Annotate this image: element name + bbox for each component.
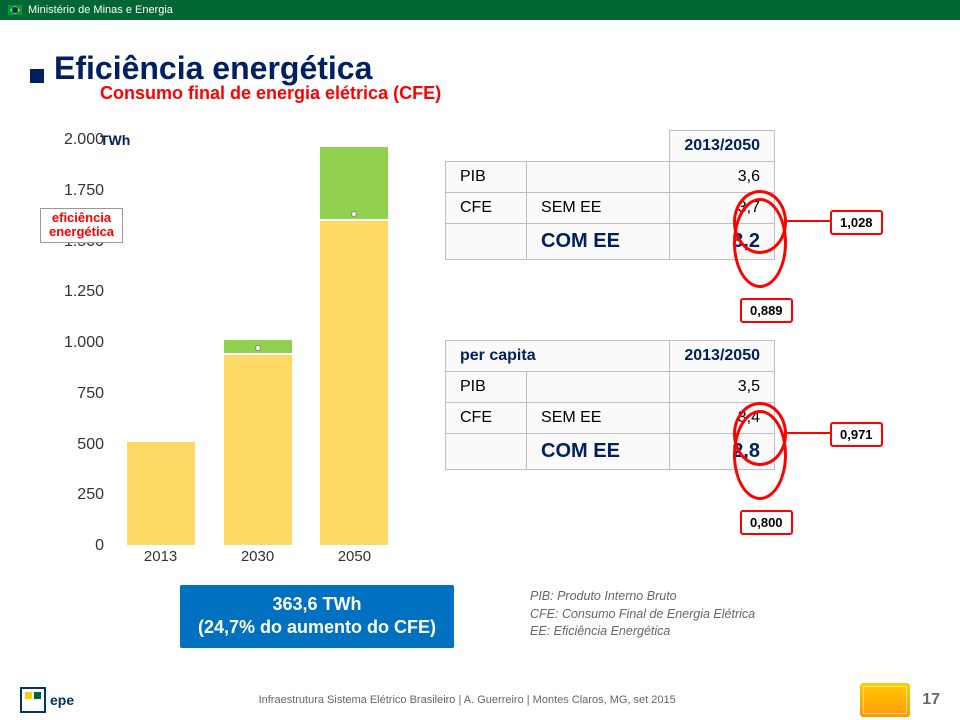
legend-line: CFE: Consumo Final de Energia Elétrica xyxy=(530,606,755,624)
ratio-box: 0,800 xyxy=(740,510,793,535)
x-tick: 2013 xyxy=(144,548,177,565)
slide-content: Eficiência energética Consumo final de e… xyxy=(0,40,960,680)
slide-title: Eficiência energética xyxy=(54,50,372,87)
y-tick: 0 xyxy=(54,537,104,555)
slide-subtitle: Consumo final de energia elétrica (CFE) xyxy=(100,83,930,104)
y-tick: 1.250 xyxy=(54,283,104,301)
bar-segment-yellow xyxy=(223,354,293,546)
table-row: PIB3,6 xyxy=(446,162,775,193)
marker-dot-icon xyxy=(351,211,357,217)
connector-line xyxy=(787,432,831,434)
ellipse-icon xyxy=(733,198,787,288)
footer: epe Infraestrutura Sistema Elétrico Bras… xyxy=(0,680,960,720)
y-tick: 1.750 xyxy=(54,182,104,200)
x-tick: 2030 xyxy=(241,548,274,565)
ministry-label: Ministério de Minas e Energia xyxy=(28,4,173,16)
t1-header: 2013/2050 xyxy=(670,131,775,162)
connector-line xyxy=(787,220,831,222)
epe-logo: epe xyxy=(20,687,74,713)
table-row: PIB3,5 xyxy=(446,372,775,403)
t2-header-r: 2013/2050 xyxy=(670,341,775,372)
y-tick: 500 xyxy=(54,436,104,454)
table-row: CFESEM EE3,7 xyxy=(446,193,775,224)
efficiency-callout-text: eficiência energética xyxy=(49,210,114,239)
summary-box: 363,6 TWh (24,7% do aumento do CFE) xyxy=(180,585,454,648)
legend-line: EE: Eficiência Energética xyxy=(530,623,755,641)
page-number: 17 xyxy=(922,691,940,709)
y-tick: 750 xyxy=(54,385,104,403)
efficiency-callout: eficiência energética xyxy=(40,208,123,243)
table-row: COM EE2,8 xyxy=(446,434,775,470)
marker-dot-icon xyxy=(255,345,261,351)
bar-segment-yellow xyxy=(319,220,389,546)
footer-text: Infraestrutura Sistema Elétrico Brasilei… xyxy=(259,694,676,706)
y-tick: 1.000 xyxy=(54,334,104,352)
table-row: COM EE3,2 xyxy=(446,224,775,260)
y-tick: 2.000 xyxy=(54,131,104,149)
bar-segment-green xyxy=(319,146,389,220)
ratio-box: 0,889 xyxy=(740,298,793,323)
y-tick: 250 xyxy=(54,486,104,504)
summary-line2: (24,7% do aumento do CFE) xyxy=(198,616,436,639)
ratio-box: 0,971 xyxy=(830,422,883,447)
title-bullet-icon xyxy=(30,69,44,83)
epe-mark-icon xyxy=(20,687,46,713)
ellipse-icon xyxy=(733,410,787,500)
y-axis: 2.0001.7501.5001.2501.0007505002500 xyxy=(60,140,110,550)
title-row: Eficiência energética xyxy=(30,50,930,87)
x-axis: 2013 2030 2050 xyxy=(115,548,400,570)
summary-line1: 363,6 TWh xyxy=(198,593,436,616)
epe-text: epe xyxy=(50,692,74,708)
ratio-box: 1,028 xyxy=(830,210,883,235)
bar-segment-yellow xyxy=(126,441,196,546)
table-row: CFESEM EE3,4 xyxy=(446,403,775,434)
x-tick: 2050 xyxy=(338,548,371,565)
legend-note: PIB: Produto Interno Bruto CFE: Consumo … xyxy=(530,588,755,641)
brazil-flag-icon xyxy=(8,5,22,15)
sponsor-badge-icon xyxy=(860,683,910,717)
table-percapita: per capita2013/2050 PIB3,5 CFESEM EE3,4 … xyxy=(445,340,775,470)
table-absolute: 2013/2050 PIB3,6 CFESEM EE3,7 COM EE3,2 xyxy=(445,130,775,260)
plot-area xyxy=(115,140,400,546)
t2-header-l: per capita xyxy=(446,341,670,372)
top-bar: Ministério de Minas e Energia xyxy=(0,0,960,20)
bar-chart: TWh 2.0001.7501.5001.2501.0007505002500 … xyxy=(60,140,400,570)
legend-line: PIB: Produto Interno Bruto xyxy=(530,588,755,606)
